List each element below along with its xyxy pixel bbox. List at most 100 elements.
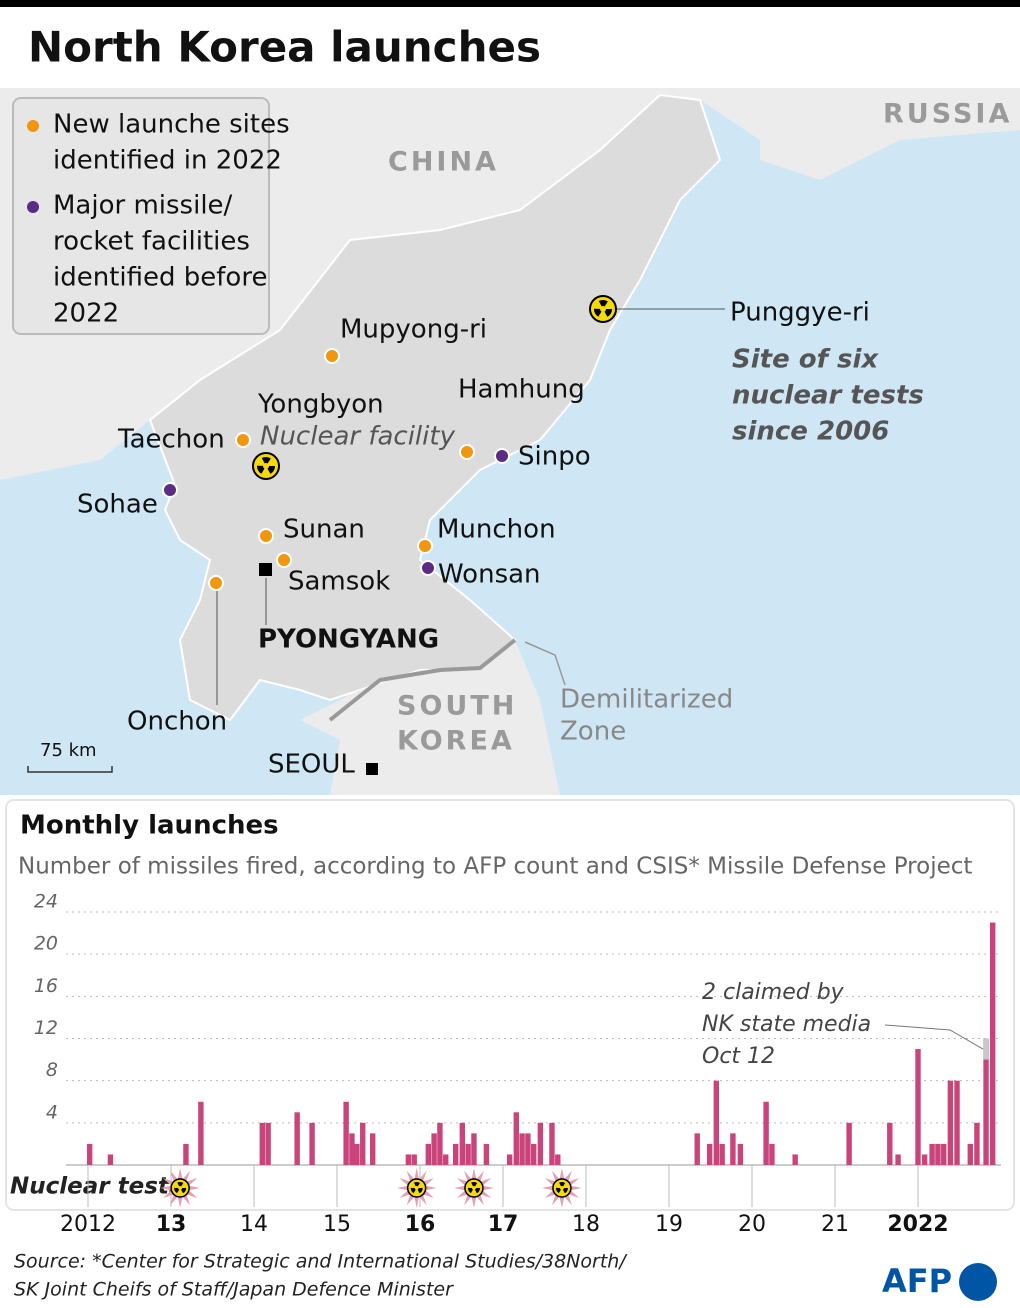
radiation bbox=[464, 1178, 484, 1198]
bar bbox=[309, 1122, 315, 1165]
bar bbox=[425, 1143, 431, 1165]
legend-text: identified in 2022 bbox=[53, 146, 282, 176]
bar bbox=[792, 1154, 798, 1165]
radiation-sign bbox=[174, 1182, 187, 1194]
country-label: RUSSIA bbox=[883, 99, 1012, 130]
source: SK Joint Cheifs of Staff/Japan Defence M… bbox=[14, 1279, 454, 1301]
place-note: Site of six bbox=[732, 345, 879, 375]
bar bbox=[974, 1122, 980, 1165]
y-tick-label: 20 bbox=[34, 933, 58, 955]
bar bbox=[915, 1049, 921, 1165]
map: New launche sites identified in 2022 Maj… bbox=[0, 88, 1020, 795]
capital-marker bbox=[366, 763, 378, 775]
bar bbox=[349, 1133, 355, 1165]
annotation-text: 2 claimed by bbox=[702, 980, 845, 1005]
bar bbox=[259, 1122, 265, 1165]
bar bbox=[483, 1143, 490, 1165]
chart-title: Monthly launches bbox=[20, 811, 279, 841]
place-label: Munchon bbox=[437, 515, 556, 545]
place-label: Samsok bbox=[288, 567, 390, 597]
bar bbox=[405, 1154, 412, 1165]
nuclear-test bbox=[396, 1168, 437, 1208]
bar bbox=[887, 1122, 893, 1165]
radiation-sign bbox=[410, 1182, 423, 1194]
annotation-line bbox=[884, 1024, 984, 1050]
bar bbox=[471, 1133, 477, 1165]
bar bbox=[990, 922, 996, 1165]
legend-text: 2022 bbox=[53, 299, 119, 329]
radiation-icon bbox=[589, 295, 617, 323]
bar bbox=[895, 1154, 901, 1165]
bar bbox=[437, 1122, 443, 1165]
y-tick-label: 4 bbox=[46, 1101, 58, 1123]
place-label: Sohae bbox=[77, 490, 158, 520]
bar bbox=[941, 1143, 947, 1165]
bar bbox=[769, 1143, 775, 1165]
legend-dot bbox=[27, 120, 39, 132]
place-label: Mupyong-ri bbox=[340, 315, 487, 345]
facility-dot bbox=[420, 560, 436, 576]
bar bbox=[537, 1122, 544, 1165]
bar bbox=[555, 1154, 561, 1165]
site-dot bbox=[208, 575, 224, 591]
place-label: Sinpo bbox=[518, 442, 591, 472]
bar bbox=[360, 1122, 366, 1165]
x-tick-label: 14 bbox=[240, 1212, 268, 1237]
bar bbox=[983, 1038, 989, 1165]
nuclear-label: Nuclear tests bbox=[10, 1174, 183, 1200]
facility-dot bbox=[494, 448, 510, 464]
x-tick-label: 20 bbox=[738, 1212, 766, 1237]
legend-text: identified before bbox=[53, 263, 267, 293]
site-dot bbox=[276, 552, 292, 568]
bar bbox=[198, 1101, 204, 1165]
place-note: since 2006 bbox=[732, 417, 889, 447]
site-dot bbox=[417, 538, 433, 554]
bar bbox=[506, 1154, 513, 1165]
logo-mark bbox=[959, 1263, 997, 1301]
leader-line bbox=[524, 641, 566, 686]
nuclear-test bbox=[454, 1168, 494, 1208]
title: North Korea launches bbox=[28, 23, 541, 72]
bar bbox=[935, 1143, 941, 1165]
x-tick-label: 21 bbox=[821, 1212, 849, 1237]
radiation bbox=[552, 1178, 572, 1198]
site-dot bbox=[235, 432, 251, 448]
place-label: Taechon bbox=[117, 425, 225, 455]
chart-frame bbox=[5, 799, 1015, 1211]
bar bbox=[452, 1143, 459, 1165]
scale-bar bbox=[27, 766, 113, 773]
bar bbox=[967, 1143, 973, 1165]
x-tick-label: 13 bbox=[156, 1212, 187, 1237]
bar bbox=[549, 1122, 555, 1165]
bar bbox=[265, 1122, 271, 1165]
bar bbox=[107, 1154, 114, 1165]
place-note: nuclear tests bbox=[732, 381, 924, 411]
y-tick-label: 24 bbox=[34, 891, 58, 913]
scale-label: 75 km bbox=[40, 740, 97, 761]
place-label: Punggye-ri bbox=[730, 298, 870, 328]
place-label: Wonsan bbox=[438, 560, 541, 590]
bar bbox=[947, 1080, 954, 1165]
bar bbox=[706, 1143, 713, 1165]
x-tick-label: 17 bbox=[488, 1212, 519, 1237]
bar bbox=[531, 1143, 537, 1165]
bar bbox=[694, 1133, 700, 1165]
y-tick-label: 8 bbox=[46, 1059, 58, 1081]
dmz-label: Demilitarized bbox=[560, 685, 733, 715]
legend-dot bbox=[27, 201, 39, 213]
annotation-text: NK state media bbox=[702, 1012, 871, 1037]
bar bbox=[443, 1154, 449, 1165]
bar bbox=[294, 1112, 300, 1165]
x-tick-label: 16 bbox=[405, 1212, 436, 1237]
bar bbox=[86, 1143, 93, 1165]
annotation-text: Oct 12 bbox=[702, 1044, 775, 1069]
bar bbox=[954, 1080, 960, 1165]
legend-text: New launche sites bbox=[53, 110, 290, 140]
x-tick-label: 19 bbox=[655, 1212, 683, 1237]
place-note: Nuclear facility bbox=[260, 422, 456, 452]
dmz-line bbox=[328, 638, 517, 722]
bar bbox=[730, 1133, 736, 1165]
y-tick-label: 12 bbox=[34, 1017, 58, 1039]
country-label: CHINA bbox=[388, 147, 499, 178]
